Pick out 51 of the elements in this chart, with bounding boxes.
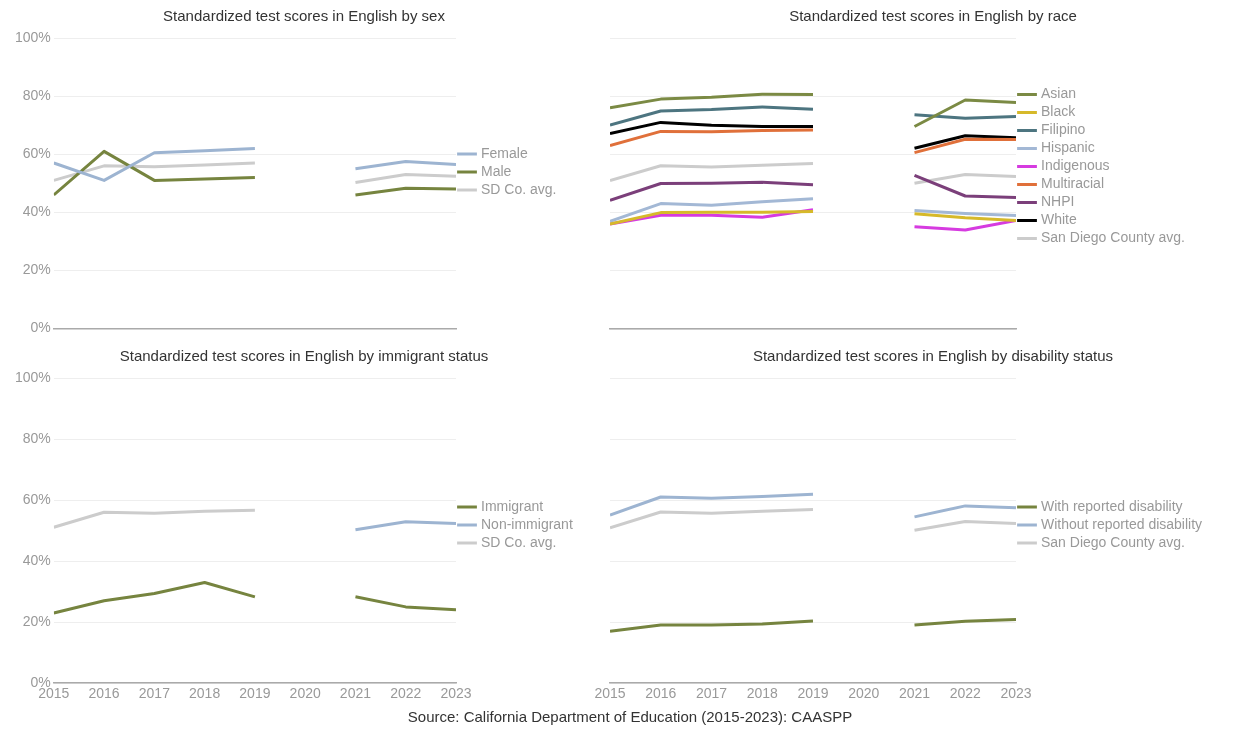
x-tick-label: 2020 [848,685,880,702]
legend-label: Multiracial [1041,175,1105,192]
x-tick-label: 2016 [645,685,677,702]
x-tick-label: 2021 [339,685,372,702]
x-tick-label: 2018 [189,685,221,702]
source-note: Source: California Department of Education (2015-2023): CAASPP [406,708,854,725]
legend-label: Indigenous [1041,157,1110,174]
y-tick-label: 20% [22,613,51,630]
legend-label: Immigrant [481,497,544,514]
y-tick-label: 60% [22,490,51,507]
x-tick-label: 2016 [88,685,120,702]
x-tick-label: 2021 [898,685,931,702]
legend-label: Female [481,144,528,161]
legend-label: Without reported disability [1041,515,1203,532]
legend-label: Male [481,162,512,179]
x-tick-label: 2017 [695,685,728,702]
x-tick-label: 2017 [138,685,171,702]
legend-label: White [1041,211,1077,228]
legend-label: Non-immigrant [481,515,573,532]
legend-label: San Diego County avg. [1041,533,1185,550]
chart-title: Standardized test scores in English by immigrant status [119,347,489,365]
x-tick-label: 2022 [390,685,422,702]
legend-label: NHPI [1041,193,1075,210]
x-tick-label: 2019 [797,685,829,702]
y-tick-label: 80% [22,86,51,103]
y-tick-label: 20% [22,261,51,278]
chart-title: Standardized test scores in English by race [789,7,1077,25]
y-tick-label: 0% [30,319,51,336]
x-tick-label: 2018 [746,685,779,702]
x-tick-label: 2022 [949,685,982,702]
legend-label: Black [1041,103,1077,120]
x-tick-label: 2023 [440,685,472,702]
legend-label: SD Co. avg. [481,533,557,550]
y-tick-label: 80% [22,429,51,446]
legend-label: SD Co. avg. [481,180,557,197]
x-tick-label: 2023 [1000,685,1032,702]
y-tick-label: 60% [22,145,51,162]
y-tick-label: 100% [14,368,51,385]
y-tick-label: 40% [22,551,51,568]
y-tick-label: 40% [22,203,51,220]
y-tick-label: 100% [14,28,51,45]
legend-label: Asian [1041,85,1077,102]
legend-label: Filipino [1041,121,1086,138]
legend-label: San Diego County avg. [1041,229,1185,246]
legend-label: Hispanic [1041,139,1095,156]
x-tick-label: 2019 [239,685,271,702]
x-tick-label: 2020 [289,685,321,702]
chart-title: Standardized test scores in English by disability status [752,347,1114,365]
chart-title: Standardized test scores in English by sex [163,7,446,25]
legend-label: With reported disability [1041,497,1183,514]
x-tick-label: 2015 [594,685,626,702]
